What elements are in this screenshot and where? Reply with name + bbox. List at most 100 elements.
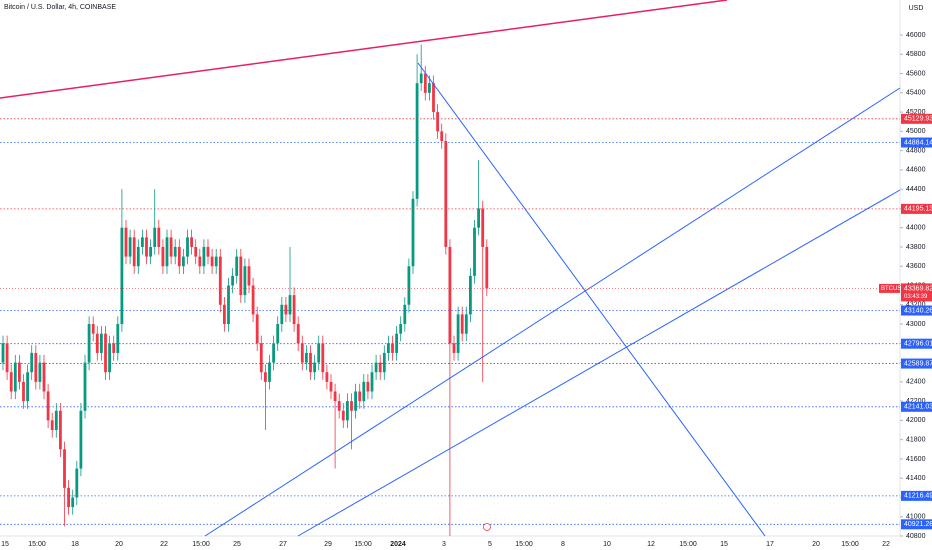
price-tag-label: 41216.49 <box>904 493 932 500</box>
x-tick-label: 15 <box>720 541 728 548</box>
candle-body <box>428 83 431 93</box>
x-tick-label: 10 <box>603 541 611 548</box>
y-tick-label: 43600 <box>906 263 926 270</box>
candle-body <box>374 362 378 373</box>
candle-body <box>473 227 476 276</box>
x-tick-label: 22 <box>160 541 168 548</box>
candle-body <box>378 362 382 373</box>
x-tick-label: 15:00 <box>679 541 697 548</box>
candle-body <box>190 237 193 247</box>
candle-body <box>71 497 75 508</box>
levels <box>0 118 900 525</box>
candle-body <box>350 401 353 411</box>
candle-body <box>149 246 152 257</box>
y-tick-label: 41800 <box>906 436 926 443</box>
x-tick-label: 20 <box>115 541 123 548</box>
chart-title: Bitcoin / U.S. Dollar, 4h, COINBASE <box>4 4 116 11</box>
candle-body <box>63 449 66 488</box>
candle-body <box>300 343 304 363</box>
candle-body <box>239 256 243 296</box>
price-tags: 45129.93 44884.14 44195.13 43140.26 42796.01… <box>0 113 932 530</box>
x-tick-label: 8 <box>561 541 565 548</box>
candle-body <box>415 83 419 199</box>
candle-body <box>141 237 144 247</box>
candle-body <box>100 333 103 353</box>
candle-body <box>247 266 251 286</box>
y-tick-label: 41600 <box>906 456 926 463</box>
candle-body <box>194 246 198 257</box>
candle-body <box>243 266 247 296</box>
price-tag-label: 42589.87 <box>904 360 932 367</box>
candle-body <box>169 237 173 257</box>
candle-body <box>132 237 136 267</box>
x-tick-label: 15:00 <box>841 541 859 548</box>
candle-body <box>395 333 398 353</box>
y-tick-label: 44000 <box>906 225 926 232</box>
candle-body <box>182 256 185 267</box>
candle-body <box>67 487 70 508</box>
price-tag-label: 44195.13 <box>904 206 932 213</box>
candle-body <box>54 410 58 431</box>
candle-body <box>218 256 222 305</box>
price-tag-label: 45129.93 <box>904 116 932 123</box>
candle-body <box>79 410 83 469</box>
candle-body <box>333 391 337 402</box>
candle-body <box>432 83 435 113</box>
candle-body <box>382 352 386 373</box>
candle-body <box>346 401 349 421</box>
candle-body <box>50 420 54 431</box>
candle-body <box>30 352 34 373</box>
last-price-label: 43369.82 <box>904 285 932 292</box>
x-tick-label: 15:00 <box>515 541 533 548</box>
x-tick-label: 18 <box>71 541 79 548</box>
candle-body <box>120 227 124 325</box>
candle-body <box>128 237 132 257</box>
candle-body <box>456 314 460 353</box>
x-tick-label: 27 <box>279 541 287 548</box>
y-tick-label: 44600 <box>906 167 926 174</box>
candle-body <box>26 372 29 402</box>
candle-body <box>341 410 345 421</box>
price-tag-label: 42141.03 <box>904 404 932 411</box>
candle-body <box>214 256 218 267</box>
candle-body <box>481 208 485 247</box>
candle-body <box>460 314 464 334</box>
candle-body <box>387 343 390 353</box>
candle-body <box>329 381 333 392</box>
candle-body <box>210 256 214 267</box>
candle-body <box>13 362 17 392</box>
candle-body <box>292 295 296 325</box>
candle-body <box>91 324 95 334</box>
candle-body <box>411 198 415 267</box>
candle-body <box>366 381 370 392</box>
candle-body <box>264 372 267 382</box>
candle-body <box>157 227 161 247</box>
candle-body <box>370 372 374 392</box>
candle-body <box>284 304 288 315</box>
candle-body <box>325 372 329 382</box>
candle-body <box>436 112 439 132</box>
candle-body <box>5 343 9 373</box>
candle-body <box>477 208 480 228</box>
x-tick-label: 3 <box>442 541 446 548</box>
candle-body <box>87 324 91 363</box>
candle-body <box>173 246 177 257</box>
y-tick-label: 41400 <box>906 475 926 482</box>
x-tick-label: 22 <box>882 541 890 548</box>
candle-body <box>124 227 128 257</box>
y-tick-label: 42000 <box>906 417 926 424</box>
event-marker[interactable] <box>483 523 491 531</box>
candle-body <box>202 246 206 267</box>
candle-body <box>317 343 321 363</box>
x-tick-label: 5 <box>488 541 492 548</box>
price-tag <box>901 401 932 412</box>
candle-body <box>186 237 189 257</box>
candle-body <box>59 410 62 450</box>
candle-body <box>464 314 468 334</box>
candle-body <box>362 381 366 402</box>
candle-body <box>116 324 120 353</box>
candle-body <box>38 362 42 382</box>
y-tick-label: 43200 <box>906 302 926 309</box>
candle-body <box>268 362 271 382</box>
price-tag <box>901 203 932 214</box>
